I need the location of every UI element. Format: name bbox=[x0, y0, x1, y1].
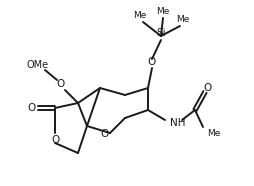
Text: O: O bbox=[100, 129, 108, 139]
Text: O: O bbox=[148, 57, 156, 67]
Text: O: O bbox=[204, 83, 212, 93]
Text: NH: NH bbox=[170, 118, 185, 128]
Text: Si: Si bbox=[156, 28, 166, 38]
Text: O: O bbox=[51, 135, 59, 145]
Text: Me: Me bbox=[133, 10, 147, 20]
Text: Me: Me bbox=[176, 15, 190, 23]
Text: O: O bbox=[27, 103, 35, 113]
Text: Me: Me bbox=[156, 7, 170, 15]
Text: OMe: OMe bbox=[27, 60, 49, 70]
Text: Me: Me bbox=[207, 129, 220, 137]
Text: O: O bbox=[56, 79, 64, 89]
